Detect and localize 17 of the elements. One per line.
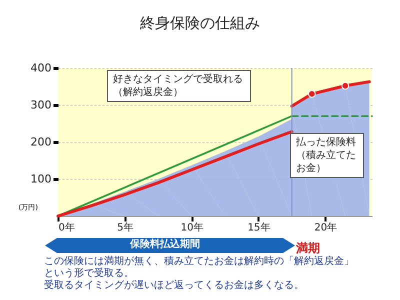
x-tick-label: 15年 xyxy=(248,222,270,234)
y-tick-label: 100 xyxy=(30,172,52,186)
text: この保険には満期が無く、積み立てたお金は解約時の「解約返戻金」という形で受取る。 xyxy=(44,256,355,280)
line-series xyxy=(290,80,371,108)
x-tick-label: 0年 xyxy=(58,222,75,234)
annotation: 払った保険料（積み立てたお金） xyxy=(290,133,364,178)
text: 保険料払込期間 xyxy=(130,238,200,251)
annotation: 好きなタイミングで受取れる（解約返戻金） xyxy=(107,70,251,102)
y-tick-label: 300 xyxy=(30,98,52,112)
x-tick-label: 5年 xyxy=(117,222,134,234)
y-tick-label: 200 xyxy=(30,136,52,148)
y-tick-label: 400 xyxy=(30,62,52,74)
chart-title: 終身保険の仕組み xyxy=(139,14,261,33)
x-tick-label: 20年 xyxy=(314,222,338,234)
ref-line-label: 満期 xyxy=(294,241,320,255)
x-tick-label: 10年 xyxy=(180,222,204,234)
text: 受取るタイミングが遅いほど返ってくるお金は多くなる。 xyxy=(44,280,304,292)
